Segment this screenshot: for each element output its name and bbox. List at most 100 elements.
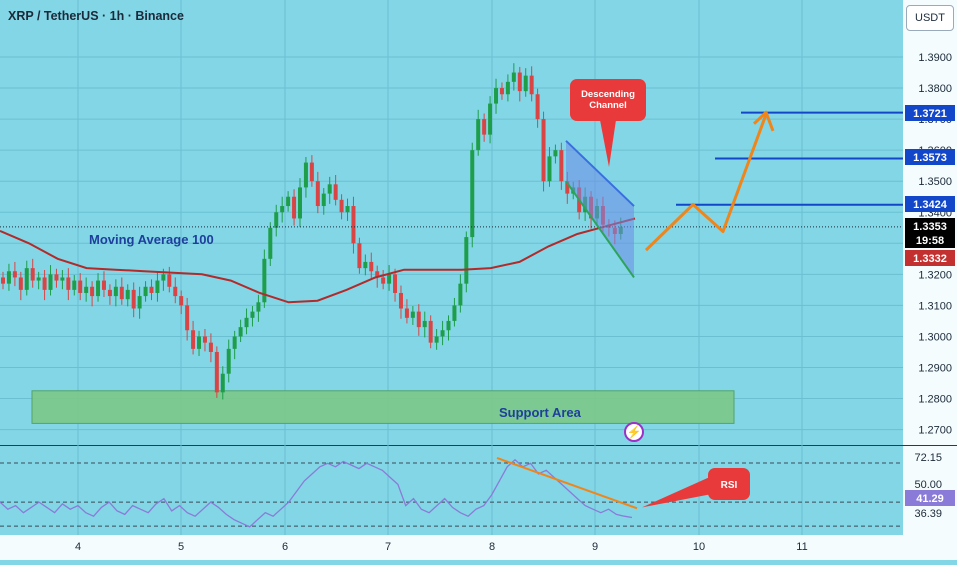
candle <box>185 297 190 341</box>
lightning-icon[interactable]: ⚡ <box>624 422 644 442</box>
candle-body <box>42 277 47 290</box>
candle-body <box>339 199 344 213</box>
candle <box>125 284 130 307</box>
candle-body <box>30 268 35 281</box>
candle-body <box>262 258 267 303</box>
channel-upper-line <box>565 140 635 207</box>
candle <box>559 142 564 190</box>
candle <box>36 271 41 290</box>
candle <box>137 286 142 319</box>
candle <box>452 297 457 327</box>
candle <box>357 237 362 274</box>
price-badge-text: 1.3573 <box>913 152 947 164</box>
candle-body <box>250 311 255 318</box>
candle <box>547 147 552 187</box>
price-badge-text: 19:58 <box>916 235 944 247</box>
candle <box>553 144 558 164</box>
candle-body <box>321 193 326 207</box>
currency-button[interactable]: USDT <box>906 5 954 31</box>
candle <box>155 271 160 302</box>
candle-body <box>458 283 463 306</box>
candle-body <box>131 289 136 309</box>
support-area-label: Support Area <box>499 405 581 420</box>
candle <box>446 315 451 341</box>
candle-body <box>369 261 374 272</box>
candle <box>351 196 356 254</box>
candle-body <box>155 280 160 293</box>
time-tick-label: 9 <box>592 541 598 553</box>
candle-body <box>24 268 29 290</box>
candle <box>464 231 469 293</box>
candle <box>505 74 510 102</box>
candle <box>18 271 23 301</box>
candle <box>298 178 302 228</box>
rsi-callout-pointer <box>642 476 712 508</box>
candle <box>488 96 493 144</box>
candle <box>327 176 332 204</box>
candle-body <box>202 336 207 343</box>
price-scale-panel <box>903 0 957 560</box>
candle-body <box>494 88 499 104</box>
candle-body <box>173 286 178 297</box>
candle-body <box>315 181 320 207</box>
candle-body <box>274 212 279 228</box>
candle <box>511 63 516 91</box>
price-badge-text: 1.3332 <box>913 253 947 265</box>
candle-body <box>476 119 481 151</box>
candle <box>470 142 475 248</box>
candle-body <box>72 280 77 290</box>
candle <box>286 191 291 212</box>
candle-body <box>36 277 41 281</box>
candle <box>42 270 47 301</box>
candle-body <box>208 342 213 352</box>
candle <box>226 339 231 383</box>
candle-body <box>226 348 231 374</box>
candle <box>345 198 350 221</box>
candle-body <box>416 311 421 328</box>
price-badge: 1.3353 <box>905 218 955 234</box>
candle-body <box>48 274 53 290</box>
price-badge-bg <box>905 218 955 234</box>
price-badge-bg <box>905 232 955 248</box>
candle-body <box>191 330 196 349</box>
candle-body <box>422 320 427 328</box>
candle <box>303 156 308 198</box>
price-badge-text: 1.3353 <box>913 221 947 233</box>
candle-body <box>161 274 166 281</box>
candle <box>179 290 184 315</box>
candle <box>84 277 89 302</box>
candle <box>202 328 207 352</box>
candle-body <box>149 286 154 293</box>
candle <box>393 268 398 302</box>
candle <box>321 188 326 215</box>
candle <box>113 279 118 307</box>
price-badge-bg <box>905 250 955 266</box>
candle-body <box>101 280 106 290</box>
candle <box>143 281 148 302</box>
candle <box>309 155 314 187</box>
candle-body <box>517 72 522 92</box>
candle <box>244 308 249 335</box>
price-tick-label: 1.3200 <box>918 269 952 281</box>
candle <box>422 311 427 338</box>
candle-body <box>529 75 534 95</box>
candle-body <box>238 327 243 337</box>
candle-body <box>541 119 546 182</box>
price-tick-label: 1.3800 <box>918 83 952 95</box>
candle-body <box>107 289 112 297</box>
candle <box>363 254 368 276</box>
candle-body <box>398 292 403 309</box>
candle <box>131 282 136 318</box>
candle-body <box>220 373 225 393</box>
time-tick-label: 4 <box>75 541 81 553</box>
candle-body <box>428 320 433 343</box>
candle <box>339 194 344 220</box>
candle-body <box>464 237 469 284</box>
time-tick-label: 7 <box>385 541 391 553</box>
candle <box>494 78 499 114</box>
callout-text: Channel <box>589 100 626 111</box>
candle-body <box>6 271 11 284</box>
